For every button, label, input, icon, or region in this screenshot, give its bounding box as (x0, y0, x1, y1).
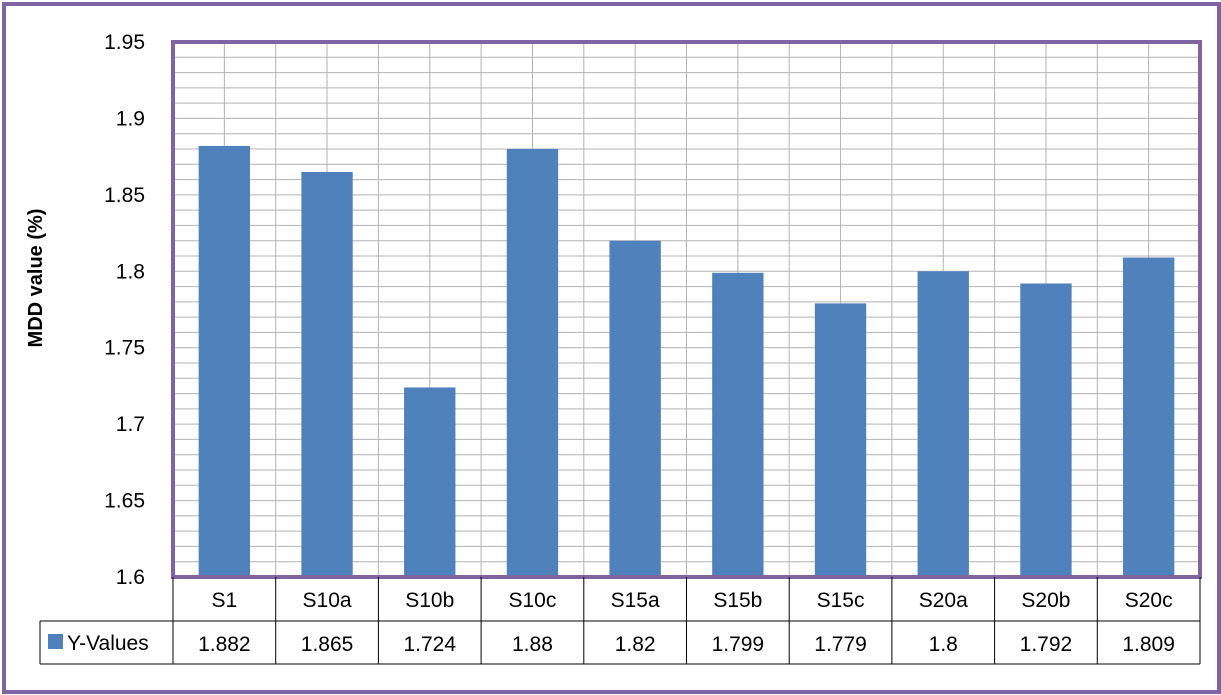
y-tick-label: 1.9 (116, 107, 145, 130)
table-value: 1.865 (301, 633, 354, 656)
table-value: 1.799 (712, 633, 765, 656)
x-tick-label: S10c (509, 589, 557, 612)
table-value: 1.88 (512, 633, 553, 656)
y-axis-label: MDD value (%) (25, 209, 47, 348)
table-value: 1.882 (198, 633, 251, 656)
bar-s15c (814, 303, 867, 577)
y-tick-label: 1.75 (104, 337, 145, 360)
table-value: 1.724 (403, 633, 456, 656)
y-tick-label: 1.95 (104, 31, 145, 54)
data-table: S1 S10a S10b S10c S15a S15b S15c S20a S20b S20c Y-… (39, 577, 1201, 665)
table-value: 1.8 (929, 633, 958, 656)
y-tick-label: 1.85 (104, 184, 145, 207)
bar-s20b (1020, 283, 1072, 577)
x-tick-label: S15c (817, 589, 865, 612)
y-tick-label: 1.6 (116, 566, 145, 589)
legend-label: Y-Values (67, 632, 149, 655)
x-tick-label: S20c (1125, 589, 1173, 612)
x-tick-label: S15b (713, 589, 762, 612)
x-tick-label: S10b (405, 589, 454, 612)
y-tick-label: 1.7 (116, 413, 145, 436)
bar-s10a (301, 171, 353, 577)
y-tick-label: 1.8 (116, 260, 145, 283)
x-tick-label: S15a (611, 589, 660, 612)
x-tick-label: S20a (919, 589, 968, 612)
bar-s20c (1122, 257, 1175, 577)
bar-s1 (198, 145, 251, 577)
bar-s20a (917, 271, 969, 577)
legend-swatch (48, 634, 63, 649)
bars-layer (198, 145, 1175, 577)
table-value: 1.82 (615, 633, 656, 656)
y-tick-label: 1.65 (104, 490, 145, 513)
x-tick-label: S1 (212, 589, 238, 612)
table-value: 1.779 (814, 633, 867, 656)
x-tick-label: S10a (303, 589, 352, 612)
x-tick-label: S20b (1021, 589, 1070, 612)
table-value: 1.792 (1020, 633, 1073, 656)
bar-s10c (506, 149, 559, 577)
bar-s15a (609, 240, 661, 577)
table-value: 1.809 (1122, 633, 1175, 656)
bar-s15b (712, 272, 764, 577)
bar-s10b (404, 387, 456, 577)
